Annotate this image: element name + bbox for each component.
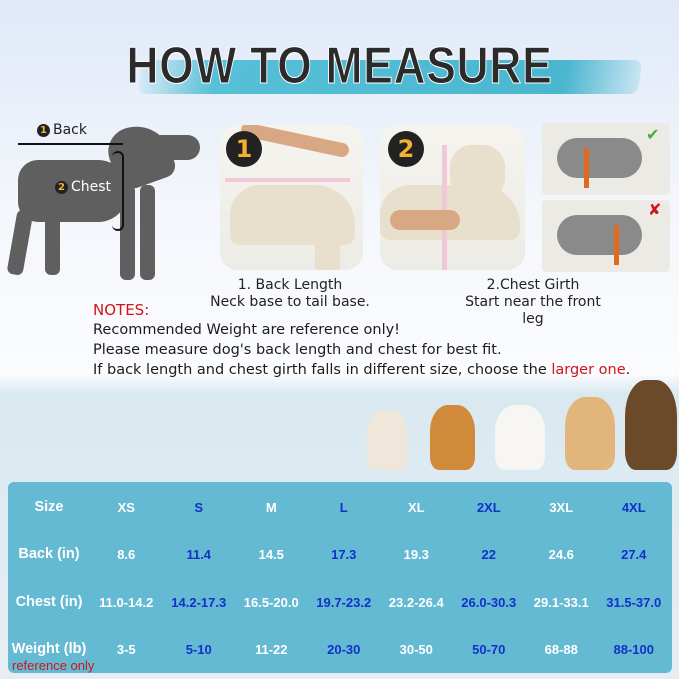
step-badge-2: 2 <box>388 131 424 167</box>
cell: XL <box>407 499 425 515</box>
cell: 23.2-26.4 <box>388 594 444 610</box>
cell: 24.6 <box>548 546 574 562</box>
cell: XS <box>117 499 135 515</box>
cell: 11.4 <box>186 546 212 562</box>
cell: 20-30 <box>327 641 361 657</box>
notes-heading: NOTES: <box>93 301 150 319</box>
table-row-back: Back (in) 8.6 11.4 14.5 17.3 19.3 22 24.… <box>8 543 672 565</box>
row-header: Back (in) <box>18 546 80 562</box>
row-header: Chest (in) <box>15 594 83 610</box>
cell: 11-22 <box>254 641 288 657</box>
cell: 29.1-33.1 <box>533 594 589 610</box>
cell: 2XL <box>476 499 501 515</box>
cell: 19.7-23.2 <box>316 594 372 610</box>
step-caption-2: 2.Chest Girth Start near the front leg <box>465 277 601 327</box>
cell: 31.5-37.0 <box>606 594 662 610</box>
cell: 50-70 <box>472 641 506 657</box>
table-row-size: Size XS S M L XL 2XL 3XL 4XL <box>8 496 672 518</box>
row-header: Size <box>34 499 64 515</box>
page-title: HOW TO MEASURE <box>126 37 553 96</box>
correct-example-photo: ✔ <box>542 123 670 195</box>
table-row-chest: Chest (in) 11.0-14.2 14.2-17.3 16.5-20.0… <box>8 591 672 613</box>
cell: 17.3 <box>331 546 357 562</box>
cell: 11.0-14.2 <box>99 594 154 610</box>
cell: 3XL <box>549 499 574 515</box>
cell: 68-88 <box>544 641 578 657</box>
chest-arrow <box>112 151 124 231</box>
dog-breeds-photo <box>355 380 679 475</box>
cell: 88-100 <box>613 641 654 657</box>
cell: 4XL <box>621 499 646 515</box>
step-photo-chest-girth: 2 <box>380 125 525 270</box>
row-header: Weight (lb) <box>11 641 87 657</box>
cell: 22 <box>481 546 496 562</box>
cell: 8.6 <box>117 546 136 562</box>
note-line: Please measure dog's back length and che… <box>93 342 502 358</box>
incorrect-example-photo: ✘ <box>542 200 670 272</box>
note-line: If back length and chest girth falls in … <box>93 362 631 378</box>
cell: 16.5-20.0 <box>243 594 299 610</box>
cell: 19.3 <box>403 546 429 562</box>
size-chart-table: Size XS S M L XL 2XL 3XL 4XL Back (in) 8… <box>8 482 672 673</box>
cell: 3-5 <box>116 641 136 657</box>
chest-label: 2 Chest <box>55 179 111 195</box>
step-caption-1: 1. Back Length Neck base to tail base. <box>210 277 370 310</box>
table-row-weight: Weight (lb) 3-5 5-10 11-22 20-30 30-50 5… <box>8 638 672 660</box>
cell: 30-50 <box>399 641 433 657</box>
step-badge-1: 1 <box>226 131 262 167</box>
cell: 14.5 <box>258 546 284 562</box>
back-arrow <box>18 143 123 145</box>
cell: L <box>339 499 348 515</box>
cell: S <box>194 499 204 515</box>
weight-footnote: reference only <box>12 658 95 673</box>
note-line: Recommended Weight are reference only! <box>93 322 400 338</box>
cell: 26.0-30.3 <box>461 594 517 610</box>
step-photo-back-length: 1 <box>220 125 363 270</box>
cell: M <box>265 499 277 515</box>
dog-measure-diagram: 1 Back 2 Chest <box>0 115 215 285</box>
cell: 14.2-17.3 <box>171 594 227 610</box>
cell: 5-10 <box>185 641 212 657</box>
notes: NOTES: Recommended Weight are reference … <box>93 300 630 380</box>
back-label: 1 Back <box>37 122 87 138</box>
cross-icon: ✘ <box>648 200 662 219</box>
check-icon: ✔ <box>646 125 660 144</box>
cell: 27.4 <box>621 546 647 562</box>
